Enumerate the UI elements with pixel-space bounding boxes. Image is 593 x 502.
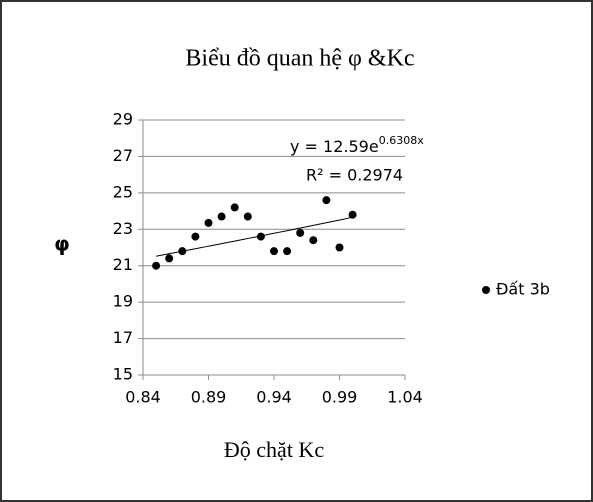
point bbox=[230, 203, 239, 212]
y-tick-label: 27 bbox=[113, 146, 133, 165]
point bbox=[256, 232, 265, 241]
y-tick-label: 19 bbox=[113, 292, 133, 311]
y-tick-label: 29 bbox=[113, 110, 133, 129]
point bbox=[270, 247, 278, 256]
x-tick-label: 0.89 bbox=[191, 388, 227, 407]
y-tick-label: 15 bbox=[113, 365, 133, 384]
point bbox=[217, 212, 226, 221]
y-tick-label: 25 bbox=[113, 182, 133, 201]
point bbox=[204, 218, 213, 227]
legend-label: Đất 3b bbox=[496, 280, 550, 299]
trendline-equation: y = 12.59e0.6308x bbox=[290, 134, 424, 156]
x-tick-label: 1.04 bbox=[387, 388, 423, 407]
point bbox=[309, 236, 318, 245]
y-tick-label: 23 bbox=[113, 219, 133, 238]
point bbox=[283, 247, 292, 256]
chart-title: Biểu đồ quan hệ φ &Kc bbox=[185, 46, 414, 72]
x-tick-label: 0.99 bbox=[322, 388, 358, 407]
x-axis-label: Độ chặt Kc bbox=[224, 437, 324, 462]
point bbox=[348, 210, 357, 219]
x-tick-label: 0.84 bbox=[125, 388, 161, 407]
r-squared: R² = 0.2974 bbox=[306, 166, 403, 185]
point bbox=[243, 212, 252, 221]
trendline bbox=[156, 216, 353, 257]
point bbox=[322, 196, 331, 205]
x-tick-label: 0.94 bbox=[256, 388, 292, 407]
point bbox=[296, 228, 305, 237]
point bbox=[191, 232, 200, 241]
point bbox=[335, 243, 344, 252]
y-tick-label: 17 bbox=[113, 328, 133, 347]
equation-base: y = 12.59e bbox=[290, 137, 379, 156]
y-tick-label: 21 bbox=[113, 255, 133, 274]
equation-exponent: 0.6308x bbox=[379, 134, 424, 147]
legend-marker bbox=[482, 286, 490, 294]
y-axis-label: φ bbox=[54, 232, 70, 256]
point bbox=[165, 254, 174, 263]
point bbox=[152, 261, 161, 270]
